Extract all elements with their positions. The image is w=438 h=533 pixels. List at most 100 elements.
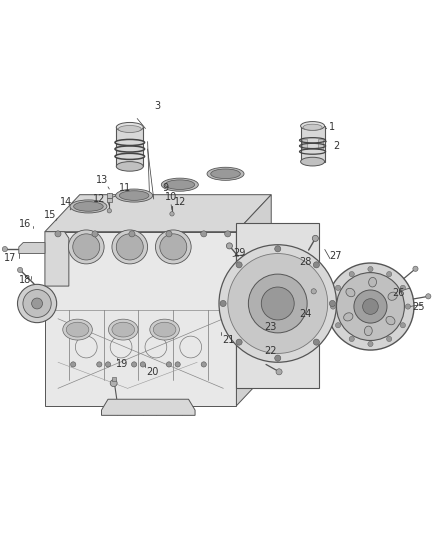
Circle shape (276, 369, 282, 375)
Text: 11: 11 (119, 183, 131, 193)
Ellipse shape (207, 167, 244, 180)
Circle shape (405, 304, 410, 309)
Text: 9: 9 (162, 183, 169, 193)
Text: 24: 24 (299, 309, 311, 319)
Circle shape (92, 231, 98, 237)
Circle shape (387, 336, 392, 342)
Circle shape (97, 362, 102, 367)
Circle shape (336, 272, 404, 341)
Circle shape (220, 301, 226, 306)
Circle shape (248, 274, 307, 333)
Ellipse shape (300, 157, 325, 166)
Circle shape (275, 355, 281, 361)
Ellipse shape (119, 191, 149, 200)
Ellipse shape (116, 123, 143, 132)
Bar (112, 377, 116, 381)
Text: 10: 10 (165, 192, 177, 202)
Ellipse shape (303, 124, 322, 130)
Circle shape (55, 231, 61, 237)
Text: 14: 14 (60, 197, 72, 207)
Circle shape (329, 301, 336, 306)
Circle shape (201, 362, 206, 367)
Circle shape (363, 298, 378, 314)
Circle shape (129, 231, 135, 237)
Circle shape (140, 362, 145, 367)
Ellipse shape (116, 161, 143, 171)
Text: 18: 18 (19, 276, 32, 286)
Circle shape (312, 235, 318, 241)
Ellipse shape (32, 298, 42, 309)
Text: 23: 23 (264, 322, 276, 333)
Text: 26: 26 (392, 288, 405, 297)
Ellipse shape (150, 319, 180, 340)
Circle shape (311, 289, 316, 294)
Circle shape (400, 285, 406, 290)
Circle shape (330, 304, 336, 309)
Circle shape (110, 379, 117, 386)
Circle shape (349, 271, 354, 277)
Text: 22: 22 (264, 346, 277, 357)
Circle shape (175, 362, 180, 367)
Text: 17: 17 (4, 253, 16, 263)
Ellipse shape (165, 180, 194, 189)
Ellipse shape (118, 125, 141, 133)
Ellipse shape (161, 178, 198, 191)
Circle shape (236, 262, 242, 268)
Polygon shape (45, 232, 69, 286)
Ellipse shape (116, 234, 143, 260)
Ellipse shape (74, 201, 103, 211)
Circle shape (275, 246, 281, 252)
Circle shape (327, 263, 414, 350)
Polygon shape (45, 232, 237, 406)
Bar (318, 139, 323, 149)
Circle shape (201, 231, 207, 237)
Circle shape (71, 362, 76, 367)
Polygon shape (237, 195, 271, 406)
Circle shape (166, 362, 172, 367)
Ellipse shape (344, 313, 353, 321)
Circle shape (170, 212, 174, 216)
Ellipse shape (386, 317, 395, 325)
Circle shape (107, 208, 112, 213)
Circle shape (336, 322, 341, 328)
Ellipse shape (211, 169, 240, 179)
Circle shape (426, 294, 431, 299)
Ellipse shape (388, 292, 397, 300)
Polygon shape (237, 223, 319, 389)
Circle shape (219, 245, 336, 362)
Ellipse shape (109, 319, 138, 340)
Ellipse shape (116, 147, 144, 151)
Ellipse shape (369, 277, 377, 287)
Circle shape (368, 341, 373, 346)
Circle shape (131, 362, 137, 367)
Ellipse shape (153, 322, 176, 337)
Text: 3: 3 (154, 101, 160, 111)
Ellipse shape (23, 289, 51, 318)
Ellipse shape (155, 230, 191, 264)
Text: 12: 12 (173, 197, 186, 207)
Bar (107, 198, 112, 202)
Ellipse shape (364, 326, 372, 336)
Ellipse shape (68, 230, 104, 264)
Ellipse shape (70, 200, 107, 213)
Text: 2: 2 (333, 141, 339, 150)
Ellipse shape (18, 284, 57, 322)
Text: 12: 12 (93, 194, 106, 204)
Ellipse shape (300, 122, 325, 130)
Circle shape (400, 322, 406, 328)
Text: 27: 27 (329, 251, 342, 261)
Circle shape (354, 290, 387, 323)
Circle shape (236, 339, 242, 345)
Text: 29: 29 (234, 248, 246, 259)
Circle shape (368, 266, 373, 272)
Text: 19: 19 (116, 359, 128, 369)
Circle shape (226, 243, 233, 249)
Circle shape (349, 336, 354, 342)
Polygon shape (102, 399, 195, 415)
Ellipse shape (116, 154, 144, 158)
Ellipse shape (346, 288, 355, 297)
Ellipse shape (116, 189, 152, 202)
Circle shape (166, 231, 172, 237)
Ellipse shape (112, 322, 134, 337)
Circle shape (261, 287, 294, 320)
